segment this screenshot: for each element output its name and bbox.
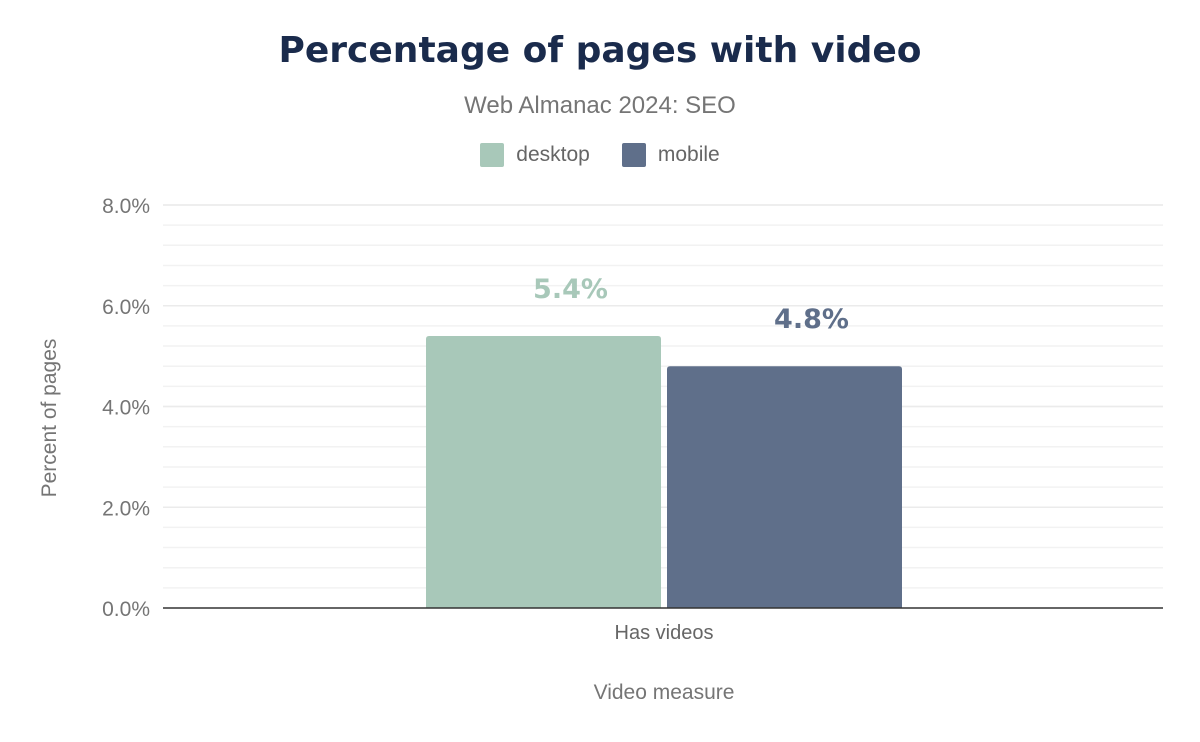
legend-item-mobile[interactable]: mobile (621, 143, 720, 167)
y-tick-label: 0.0% (102, 598, 150, 621)
chart-title: Percentage of pages with video (278, 30, 922, 71)
bar-mobile (667, 366, 902, 608)
chart-subtitle: Web Almanac 2024: SEO (464, 92, 736, 119)
legend-item-desktop[interactable]: desktop (480, 143, 590, 167)
legend-swatch-desktop (480, 143, 505, 167)
legend-label-mobile: mobile (657, 143, 720, 166)
legend-swatch-mobile (621, 143, 646, 167)
bar-desktop (426, 335, 661, 608)
legend: desktop mobile (0, 143, 1200, 167)
y-tick-label: 4.0% (102, 397, 150, 420)
data-label-desktop: 5.4% (533, 274, 608, 305)
legend-label-desktop: desktop (516, 143, 590, 166)
y-tick-label: 2.0% (102, 497, 150, 520)
y-axis-title: Percent of pages (38, 339, 61, 498)
data-label-mobile: 4.8% (774, 304, 849, 335)
y-tick-label: 6.0% (102, 296, 150, 319)
y-tick-label: 8.0% (102, 195, 150, 218)
x-tick-label: Has videos (615, 622, 714, 644)
x-axis-title: Video measure (594, 681, 735, 704)
